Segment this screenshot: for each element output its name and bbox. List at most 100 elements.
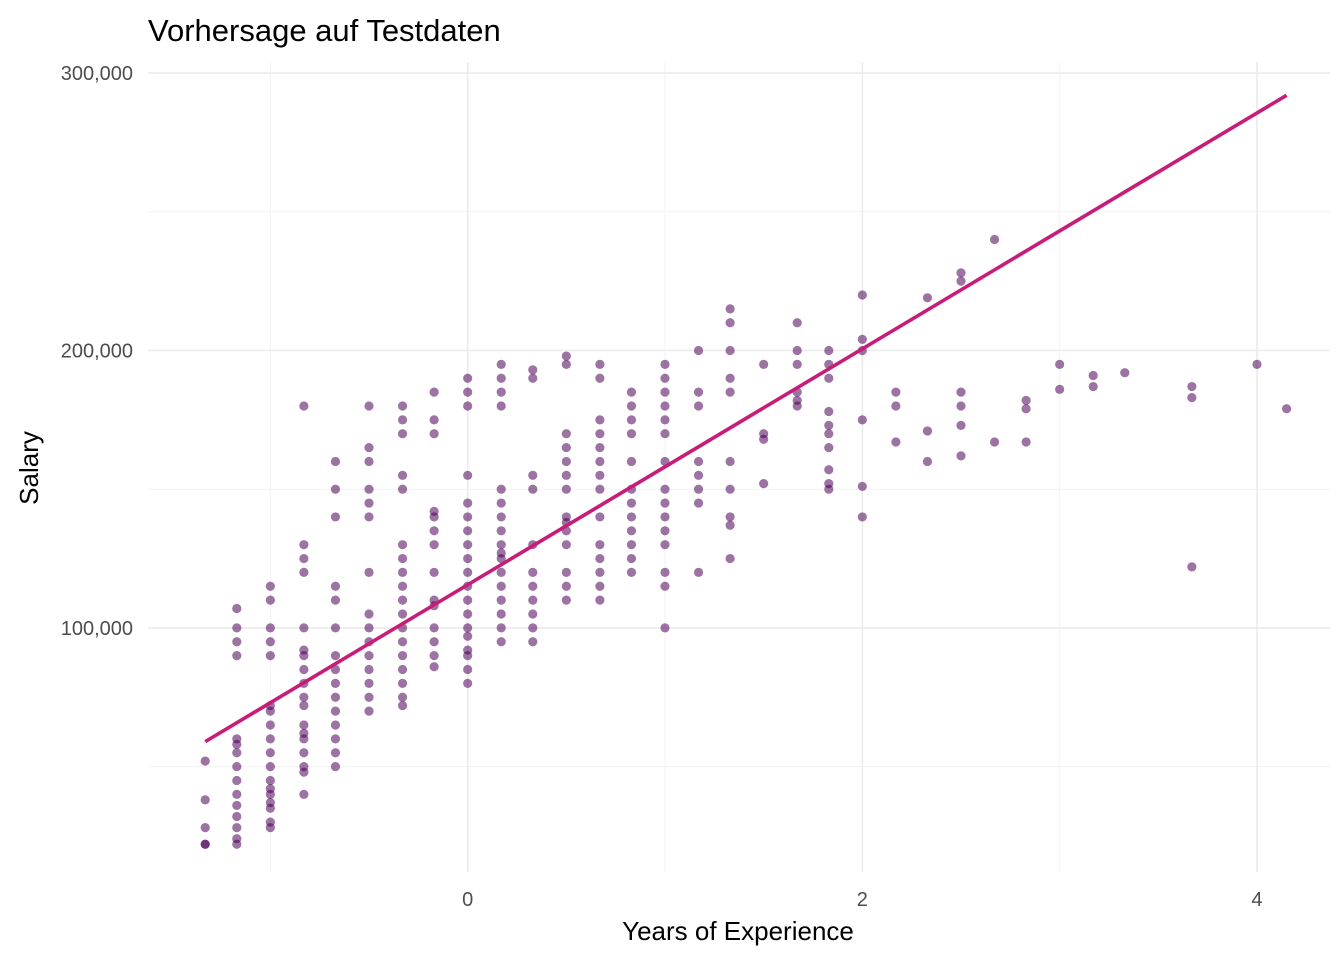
data-point [824,429,834,439]
data-point [364,651,374,661]
data-point [956,268,966,278]
data-point [725,512,735,522]
data-point [330,595,341,605]
data-point [200,823,210,833]
data-point [693,567,704,578]
y-axis-tick-labels: 100,000 200,000 300,000 [61,63,133,640]
data-point [463,401,473,411]
y-axis-title: Salary [14,431,44,505]
data-point [299,553,309,564]
data-point [364,567,374,578]
data-point [397,664,408,675]
data-point [265,595,275,605]
data-point [660,373,670,383]
data-point [660,526,670,536]
data-point [857,481,867,492]
data-point [265,775,275,786]
data-point [626,512,637,522]
data-point [397,700,408,711]
data-point [232,811,242,822]
data-point [725,387,735,397]
data-point [364,498,374,508]
data-point [626,498,637,508]
data-point [232,761,242,772]
data-point [265,823,275,833]
data-point [528,567,538,578]
data-point [660,512,670,522]
data-point [496,512,506,522]
data-point [496,540,506,550]
data-point [595,456,605,467]
data-point [463,387,473,397]
data-point [528,484,538,494]
data-point [429,623,439,633]
data-point [595,553,605,564]
data-point [1187,562,1197,572]
data-point [792,401,802,411]
data-point [299,651,309,661]
data-point [792,359,802,369]
data-point [1187,381,1197,392]
data-point [1088,370,1098,381]
fit-line [204,93,1288,744]
data-point [1021,404,1031,414]
data-point [1252,359,1262,369]
data-point [429,540,439,550]
data-point [725,456,735,467]
x-tick-label: 4 [1251,889,1262,911]
data-point [660,540,670,550]
data-point [463,553,473,564]
data-point [429,526,439,536]
data-point [200,795,210,805]
data-point [725,373,735,383]
data-point [429,512,439,522]
data-point [824,442,834,453]
data-point [922,293,933,303]
data-point [528,365,538,375]
data-point [626,387,637,397]
data-point [660,415,670,425]
data-point [693,484,704,494]
data-point [200,839,210,849]
data-point [364,456,374,467]
regression-line [204,93,1288,744]
data-point [891,387,901,397]
data-point [397,637,408,647]
data-point [265,734,275,744]
data-point [1281,404,1292,414]
data-point [1088,381,1098,392]
data-point [857,512,867,522]
data-point [759,434,769,444]
data-point [989,234,1000,245]
data-point [561,359,571,369]
data-point [397,415,408,425]
data-point [693,456,704,467]
data-point [364,401,374,411]
data-point [561,456,571,467]
data-point [595,373,605,383]
x-tick-label: 0 [462,889,473,911]
data-point [265,789,275,799]
data-point [429,637,439,647]
data-point [725,304,735,314]
data-point [660,484,670,494]
data-point [265,623,275,633]
data-point [857,415,867,425]
data-point [561,470,571,480]
x-tick-label: 2 [857,889,868,911]
data-point [299,623,309,633]
data-point [595,359,605,369]
data-point [496,609,506,619]
data-point [693,470,704,480]
data-point [232,839,242,849]
data-point [660,581,670,591]
data-point [397,484,408,494]
data-point [595,581,605,591]
data-point [330,623,341,633]
data-point [397,581,408,591]
data-point [330,706,341,716]
data-point [956,451,966,461]
data-point [463,631,473,641]
data-point [364,678,374,688]
data-point [496,498,506,508]
